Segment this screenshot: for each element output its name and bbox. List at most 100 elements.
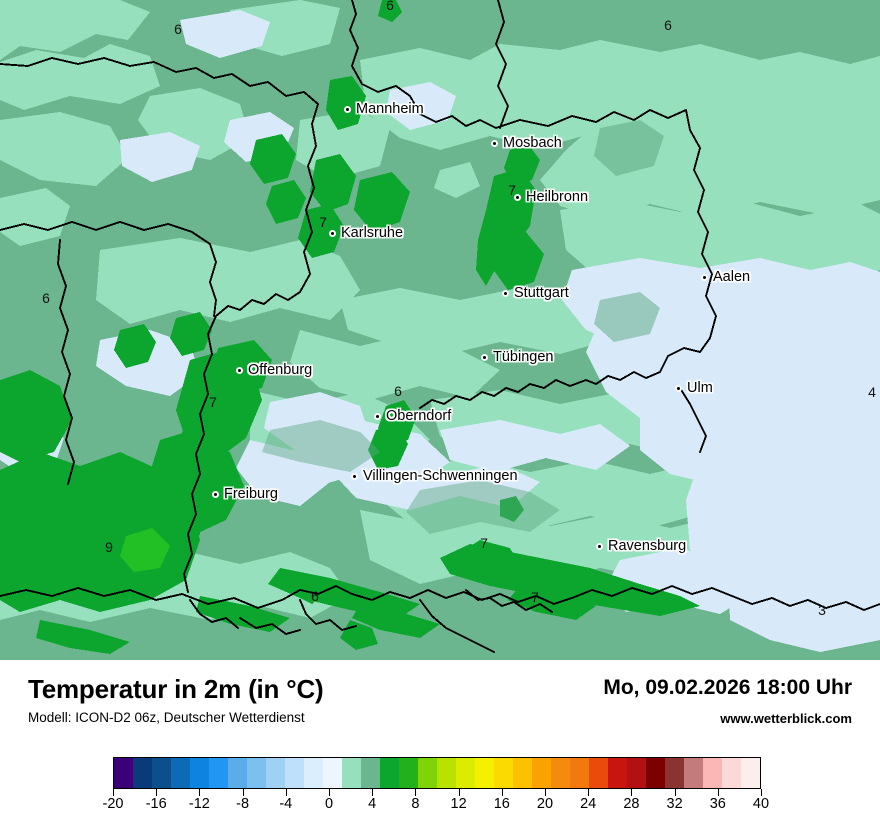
colorbar-tick <box>717 789 719 796</box>
colorbar-swatch <box>190 758 209 788</box>
isoline-value-label: 6 <box>664 17 672 33</box>
colorbar-tick <box>588 789 590 796</box>
colorbar-tick <box>329 789 330 796</box>
city-dot-icon <box>514 193 521 201</box>
colorbar-swatch <box>437 758 456 788</box>
city-marker[interactable]: Villingen-Schwenningen <box>351 468 518 484</box>
model-subtitle: Modell: ICON-D2 06z, Deutscher Wetterdie… <box>28 710 305 725</box>
city-label: Freiburg <box>224 486 278 502</box>
colorbar-swatch <box>247 758 266 788</box>
colorbar-swatch <box>171 758 190 788</box>
colorbar-swatch <box>399 758 418 788</box>
city-label: Ravensburg <box>608 538 687 554</box>
city-marker[interactable]: Freiburg <box>212 486 278 502</box>
colorbar-swatch <box>513 758 532 788</box>
isoline-value-label: 6 <box>311 588 319 604</box>
colorbar-swatch <box>570 758 589 788</box>
city-dot-icon <box>212 490 219 498</box>
colorbar-tick-label: 36 <box>709 796 726 812</box>
city-marker[interactable]: Mannheim <box>344 101 424 117</box>
city-marker[interactable]: Offenburg <box>236 362 312 378</box>
footer-panel: Temperatur in 2m (in °C) Modell: ICON-D2… <box>0 660 880 830</box>
colorbar-swatch <box>209 758 228 788</box>
colorbar-swatch <box>475 758 494 788</box>
colorbar-tick <box>199 789 201 796</box>
colorbar-tick <box>285 789 287 796</box>
city-label: Stuttgart <box>514 285 569 301</box>
colorbar-tick-label: -12 <box>188 796 210 812</box>
colorbar-swatch <box>418 758 437 788</box>
isoline-value-label: 6 <box>394 383 402 399</box>
city-marker[interactable]: Tübingen <box>481 349 553 365</box>
city-marker[interactable]: Ulm <box>675 380 713 396</box>
city-dot-icon <box>481 353 488 361</box>
colorbar-swatch <box>646 758 665 788</box>
colorbar-tick-label: -4 <box>279 796 293 812</box>
colorbar-swatch <box>361 758 380 788</box>
colorbar-swatch <box>551 758 570 788</box>
colorbar-swatch <box>114 758 133 788</box>
city-label: Heilbronn <box>526 189 589 205</box>
colorbar-tick-label: 16 <box>493 796 510 812</box>
colorbar-swatch <box>494 758 513 788</box>
isoline-value-label: 3 <box>818 602 826 618</box>
colorbar-swatch <box>152 758 171 788</box>
colorbar-swatch <box>741 758 760 788</box>
page-title: Temperatur in 2m (in °C) <box>28 674 324 704</box>
colorbar-tick-label: 8 <box>411 796 420 812</box>
colorbar-tick-label: 4 <box>368 796 377 812</box>
isoline-value-label: 7 <box>531 589 539 605</box>
colorbar-swatch <box>304 758 323 788</box>
colorbar-tick-label: 28 <box>623 796 640 812</box>
colorbar-swatch <box>627 758 646 788</box>
city-marker[interactable]: Mosbach <box>491 135 562 151</box>
city-label: Tübingen <box>493 349 554 365</box>
colorbar-tick <box>415 789 417 796</box>
colorbar-tick <box>674 789 676 796</box>
colorbar-tick-label: 40 <box>752 796 770 812</box>
city-marker[interactable]: Stuttgart <box>502 285 569 301</box>
city-label: Aalen <box>713 269 751 285</box>
colorbar-tick-label: 0 <box>324 796 334 812</box>
website-credit: www.wetterblick.com <box>720 711 852 726</box>
colorbar-swatch <box>342 758 361 788</box>
city-label: Mannheim <box>356 101 424 117</box>
city-marker[interactable]: Oberndorf <box>374 408 451 424</box>
isoline-value-label: 7 <box>508 182 516 198</box>
colorbar-tick <box>372 789 374 796</box>
city-label: Villingen-Schwenningen <box>363 468 518 484</box>
colorbar-tick <box>458 789 460 796</box>
colorbar-swatch <box>608 758 627 788</box>
colorbar-swatch <box>228 758 247 788</box>
city-marker[interactable]: Aalen <box>701 269 750 285</box>
city-dot-icon <box>329 229 336 237</box>
city-dot-icon <box>701 273 708 281</box>
colorbar-tick-label: 20 <box>536 796 554 812</box>
colorbar-swatch <box>684 758 703 788</box>
colorbar-tick-label: -20 <box>102 796 124 812</box>
city-marker[interactable]: Heilbronn <box>514 189 588 205</box>
isoline-value-label: 6 <box>42 290 50 306</box>
city-marker[interactable]: Karlsruhe <box>329 225 403 241</box>
city-dot-icon <box>596 542 603 550</box>
colorbar-swatch <box>380 758 399 788</box>
temperature-map[interactable]: 6 6 6 6 7 7 6 7 4 9 7 7 6 3 Mannheim Mosbach Heilbronn K… <box>0 0 880 660</box>
colorbar-swatch <box>285 758 304 788</box>
colorbar-swatch <box>456 758 475 788</box>
colorbar-swatches <box>113 757 761 789</box>
temperature-colorbar <box>113 757 761 789</box>
colorbar-swatch <box>133 758 152 788</box>
colorbar-tick-label: -8 <box>236 796 250 812</box>
isoline-value-label: 7 <box>209 394 217 410</box>
isoline-value-label: 7 <box>480 535 488 551</box>
city-marker[interactable]: Ravensburg <box>596 538 686 554</box>
colorbar-swatch <box>665 758 684 788</box>
colorbar-tick-label: 12 <box>450 796 467 812</box>
city-dot-icon <box>502 289 509 297</box>
colorbar-tick <box>501 789 503 796</box>
colorbar-tick-label: 24 <box>580 796 597 812</box>
city-dot-icon <box>351 472 358 480</box>
city-dot-icon <box>344 105 351 113</box>
colorbar-tick <box>242 789 244 796</box>
